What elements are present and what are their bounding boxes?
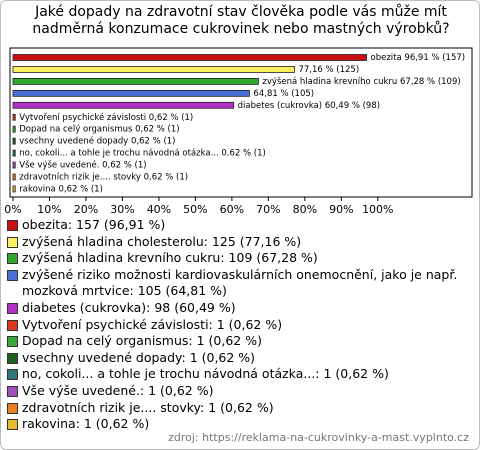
bar-label: obezita 96,91 % (157) [371, 53, 466, 63]
legend: obezita: 157 (96,91 %) zvýšená hladina ch… [7, 217, 477, 433]
legend-label: zvýšená hladina krevního cukru: 109 (67,… [22, 250, 318, 266]
legend-swatch [7, 352, 18, 364]
x-tick-label: 100% [362, 203, 393, 216]
legend-swatch [7, 253, 18, 265]
bar [12, 66, 295, 73]
legend-label: obezita: 157 (96,91 %) [22, 217, 166, 232]
bar-label: Vytvoření psychické závislosti 0,62 % (1… [19, 112, 193, 123]
source: zdroj: https://reklama-na-cukrovinky-a-m… [168, 431, 469, 444]
legend-swatch [7, 269, 18, 281]
bar [12, 149, 16, 157]
legend-swatch [7, 402, 18, 414]
legend-item: zvýšená hladina cholesterolu: 125 (77,16… [7, 234, 477, 251]
chart-title: Jaké dopady na zdravotní stav člověka po… [32, 4, 450, 37]
legend-item: obezita: 157 (96,91 %) [7, 217, 477, 234]
bar [12, 173, 16, 181]
bar [12, 137, 16, 145]
bar-label: rakovina 0,62 % (1) [19, 184, 103, 194]
legend-item: diabetes (cukrovka): 98 (60,49 %) [7, 300, 477, 317]
legend-label: Vše výše uvedené.: 1 (0,62 %) [22, 382, 214, 398]
bar [12, 78, 259, 85]
x-tick-label: 90% [329, 203, 353, 216]
x-tick-label: 60% [220, 203, 244, 216]
legend-swatch [7, 369, 18, 381]
legend-item: Vše výše uvedené.: 1 (0,62 %) [7, 383, 477, 400]
plot-area: obezita 96,91 % (157) 77,16 % (125)zvýšen… [12, 53, 466, 194]
legend-swatch [7, 419, 18, 431]
legend-label: diabetes (cukrovka): 98 (60,49 %) [22, 299, 236, 315]
bar-label: Vše výše uvedené. 0,62 % (1) [19, 160, 146, 171]
legend-item: Dopad na celý organismus: 1 (0,62 %) [7, 333, 477, 350]
bar-label: zdravotních rizik je.... stovky 0,62 % (… [19, 173, 188, 183]
legend-item: zvýšené riziko možnosti kardiovaskulární… [7, 267, 477, 300]
legend-swatch [7, 385, 18, 397]
bar [12, 161, 16, 169]
legend-item: Vytvoření psychické závislosti: 1 (0,62 … [7, 317, 477, 334]
legend-label: zvýšená hladina cholesterolu: 125 (77,16… [22, 233, 302, 249]
legend-swatch [7, 236, 18, 248]
x-axis: 0% 10% 20% 30% 40% 50% 60% 70% 80% 90% 100% [4, 197, 394, 216]
bar [12, 125, 16, 133]
bar-label: no, cokoli... a tohle je trochu návodná … [19, 149, 266, 159]
bar-label: Dopad na celý organismus 0,62 % (1) [19, 125, 179, 135]
x-tick-label: 0% [4, 203, 21, 216]
bar-label: zvýšená hladina krevního cukru 67,28 % (… [262, 76, 460, 87]
legend-swatch [7, 302, 18, 314]
legend-label: zdravotních rizik je.... stovky: 1 (0,62… [22, 399, 274, 415]
legend-label: Vytvoření psychické závislosti: 1 (0,62 … [22, 316, 283, 332]
legend-item: vsechny uvedené dopady: 1 (0,62 %) [7, 350, 477, 367]
x-tick-label: 70% [256, 203, 280, 216]
bar [12, 101, 235, 109]
legend-label: Dopad na celý organismus: 1 (0,62 %) [22, 333, 262, 349]
bar-label: diabetes (cukrovka) 60,49 % (98) [238, 101, 380, 111]
x-tick-label: 50% [183, 203, 207, 216]
x-tick-label: 20% [74, 203, 98, 216]
legend-item: zdravotních rizik je.... stovky: 1 (0,62… [7, 400, 477, 417]
bar [12, 185, 16, 193]
legend-label: vsechny uvedené dopady: 1 (0,62 %) [22, 349, 256, 365]
legend-swatch [7, 336, 18, 348]
x-tick-label: 80% [293, 203, 317, 216]
bar [12, 54, 367, 61]
x-tick-label: 10% [37, 203, 61, 216]
legend-swatch [7, 319, 18, 331]
legend-item: rakovina: 1 (0,62 %) [7, 416, 477, 433]
bar-label: vsechny uvedené dopady 0,62 % (1) [19, 136, 175, 147]
legend-swatch [7, 220, 18, 231]
legend-item: no, cokoli... a tohle je trochu návodná … [7, 366, 477, 383]
x-tick-label: 30% [110, 203, 134, 216]
legend-item: zvýšená hladina krevního cukru: 109 (67,… [7, 250, 477, 267]
bar [12, 89, 250, 97]
legend-label: no, cokoli... a tohle je trochu návodná … [22, 366, 389, 382]
legend-label: rakovina: 1 (0,62 %) [22, 416, 150, 432]
bar-label: 64,81 % (105) [253, 89, 314, 99]
bar-label: 77,16 % (125) [298, 65, 359, 75]
legend-label: zvýšené riziko možnosti kardiovaskulární… [22, 266, 458, 299]
x-tick-label: 40% [147, 203, 171, 216]
bar [12, 113, 16, 121]
